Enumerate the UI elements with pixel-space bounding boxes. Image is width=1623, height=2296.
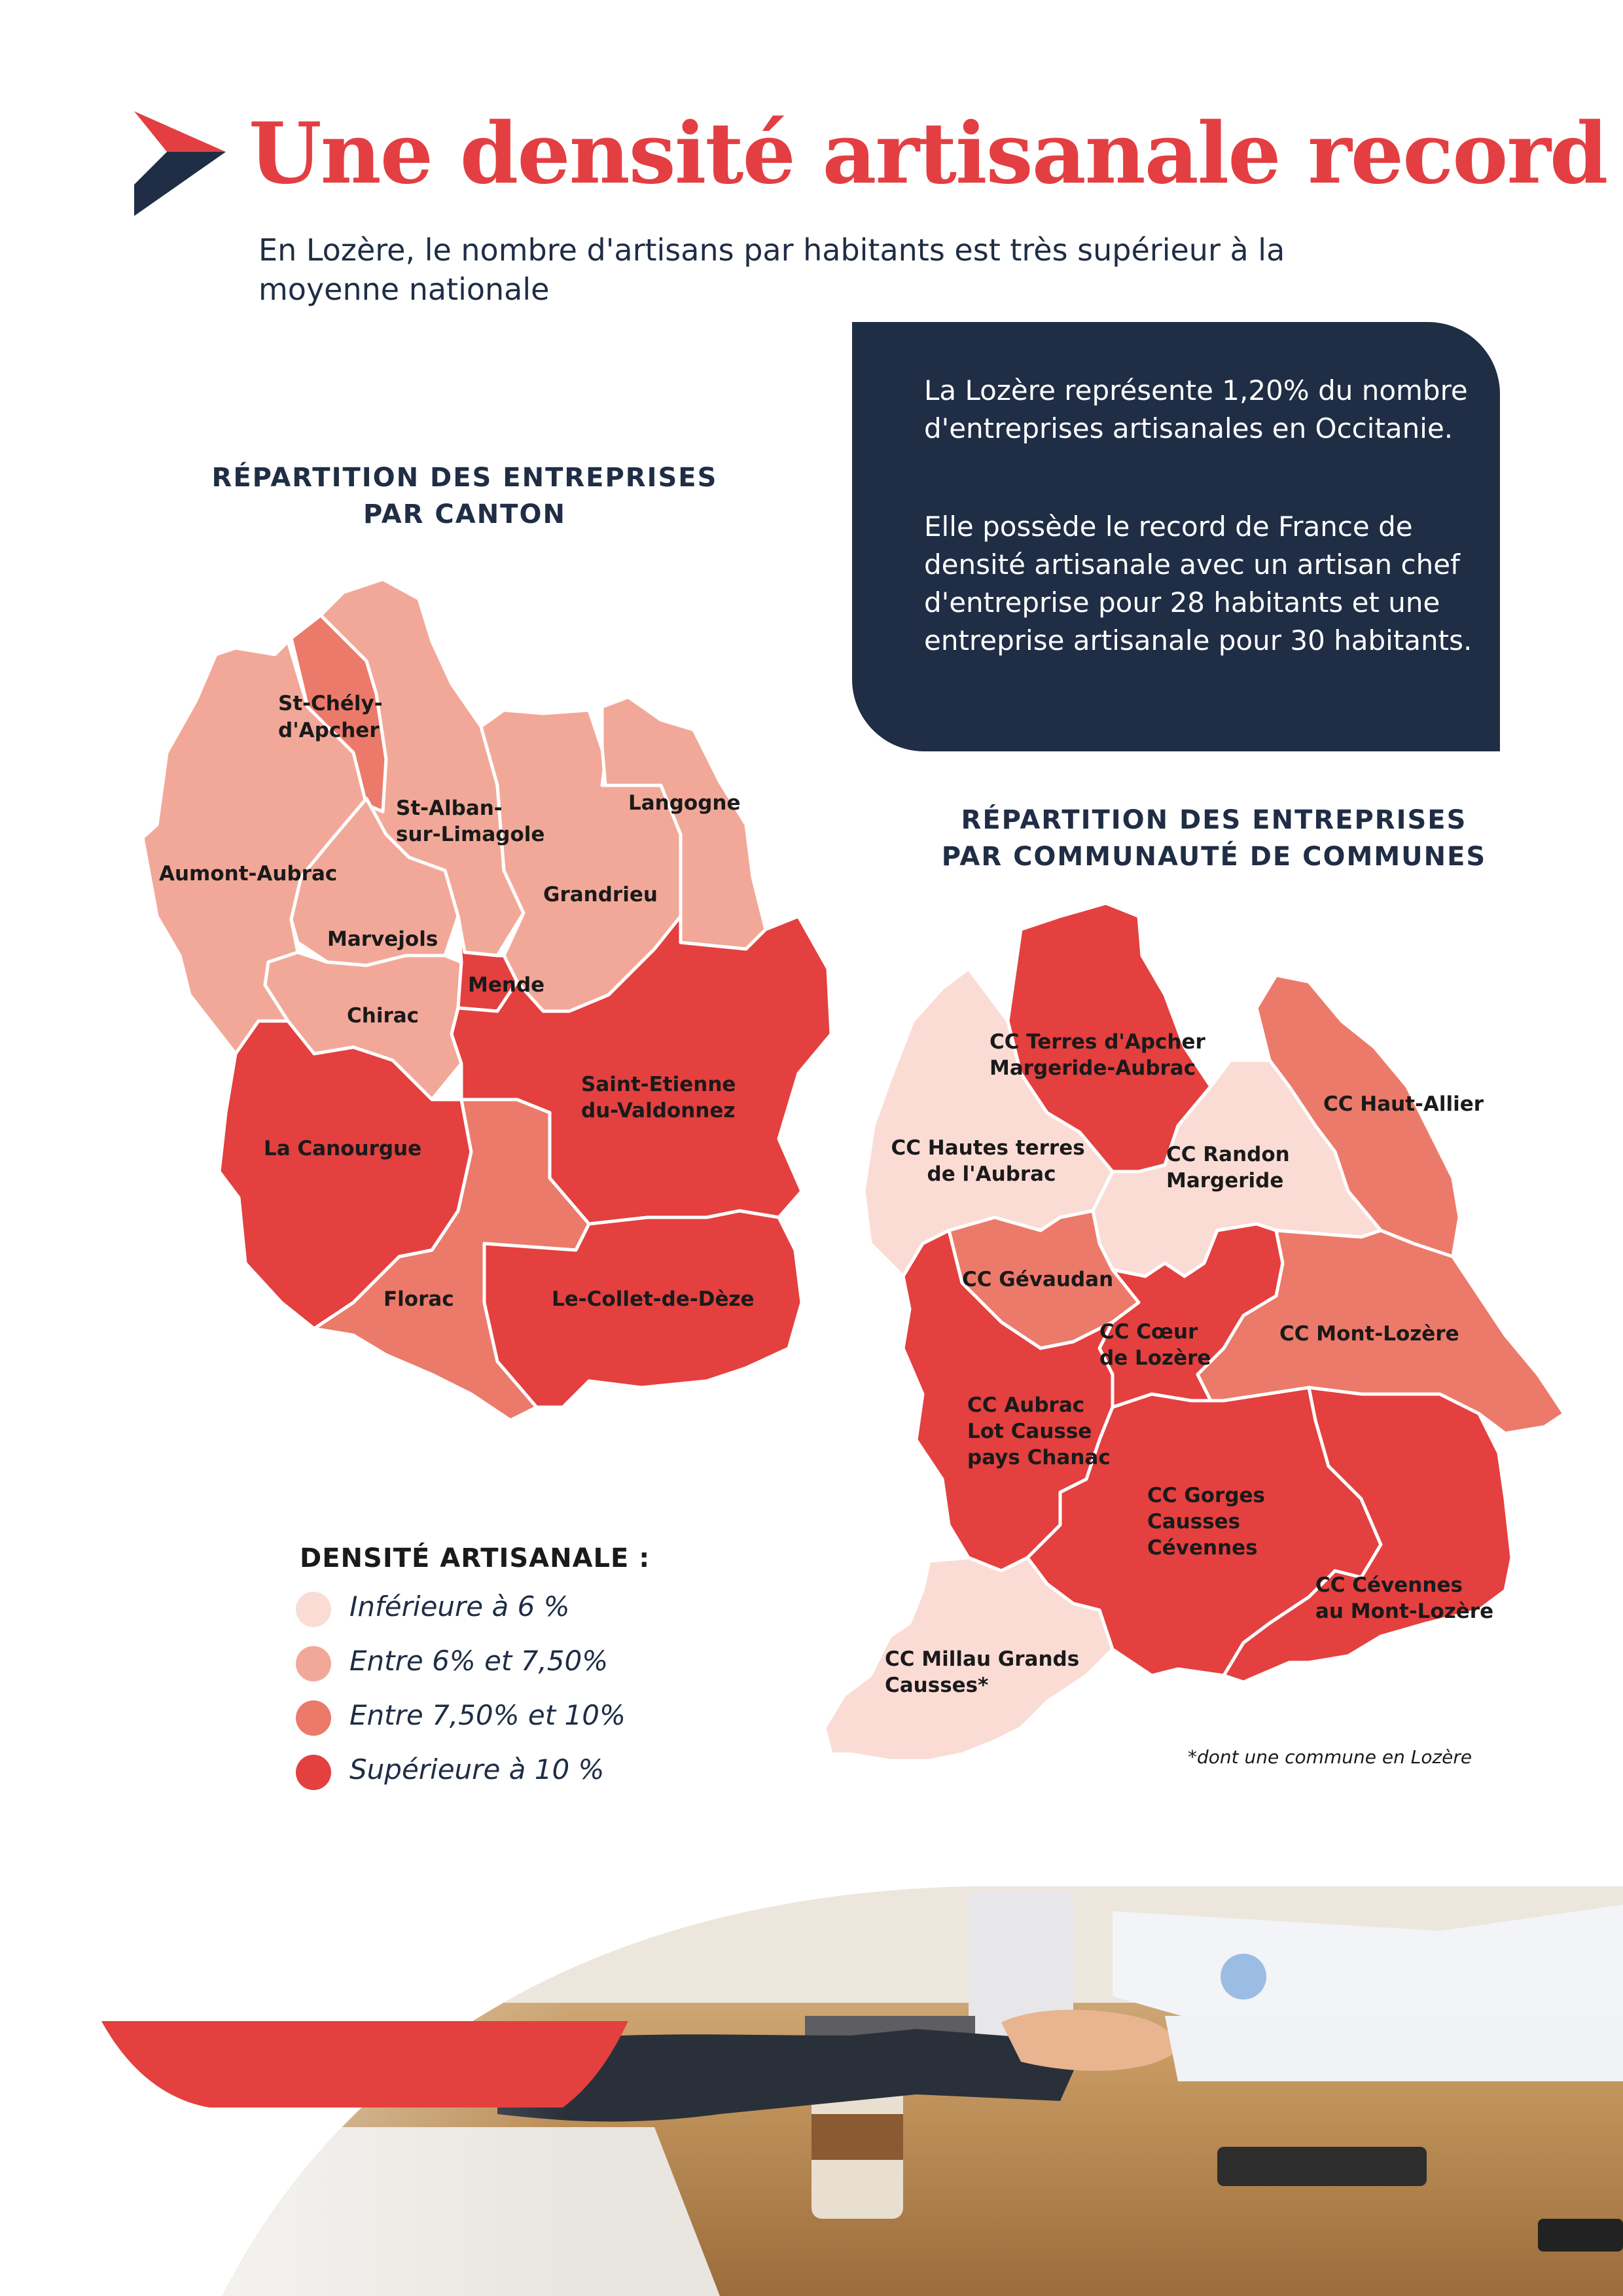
canton-map-title-line1: RÉPARTITION DES ENTREPRISES: [211, 463, 718, 493]
canton-label-chirac: Chirac: [347, 1004, 419, 1028]
handshake-photo: [101, 1886, 1623, 2296]
cc-label-millau-line2: Causses*: [885, 1674, 988, 1697]
canton-langogne: [600, 695, 768, 951]
cc-label-coeur-lozere-line1: CC Cœur: [1099, 1320, 1198, 1344]
cc-map-title-line1: RÉPARTITION DES ENTREPRISES: [961, 805, 1467, 835]
cc-map-title-line2: PAR COMMUNAUTÉ DE COMMUNES: [941, 842, 1487, 872]
cc-label-coeur-lozere: CC Cœur de Lozère: [1099, 1320, 1211, 1370]
canton-label-st-chely: St-Chély- d'Apcher: [278, 692, 389, 742]
info-paragraph-2: Elle possède le record de France de dens…: [924, 511, 1472, 656]
canton-label-langogne: Langogne: [628, 791, 741, 815]
cc-label-aubrac-lot-line3: pays Chanac: [967, 1446, 1111, 1469]
cc-label-terres-apcher: CC Terres d'Apcher Margeride-Aubrac: [990, 1030, 1213, 1080]
cc-label-terres-apcher-line2: Margeride-Aubrac: [990, 1056, 1196, 1080]
canton-label-saint-etienne-line2: du-Valdonnez: [581, 1099, 735, 1122]
legend-swatch-6-75: [296, 1646, 331, 1681]
canton-label-st-chely-line2: d'Apcher: [278, 719, 380, 742]
legend-swatch-gt10: [296, 1755, 331, 1790]
cc-cevennes-mont-lozere: [1222, 1386, 1514, 1684]
cc-label-gorges-line2: Causses: [1147, 1510, 1240, 1534]
cc-label-cevennes-line1: CC Cévennes: [1315, 1573, 1463, 1597]
cc-label-terres-apcher-line1: CC Terres d'Apcher: [990, 1030, 1206, 1054]
canton-florac: [312, 1098, 591, 1422]
canton-label-st-alban-line2: sur-Limagole: [396, 823, 544, 846]
legend-label-75-10: Entre 7,50% et 10%: [349, 1699, 626, 1731]
legend-item-75-10: Entre 7,50% et 10%: [296, 1696, 754, 1736]
brand-chevron-logo-icon: [134, 111, 226, 216]
cc-map-title: RÉPARTITION DES ENTREPRISES PAR COMMUNAU…: [903, 802, 1525, 875]
canton-label-grandrieu: Grandrieu: [543, 883, 658, 906]
cc-label-randon-line2: Margeride: [1166, 1169, 1283, 1193]
cc-label-mont-lozere: CC Mont-Lozère: [1279, 1322, 1459, 1346]
canton-map-title: RÉPARTITION DES ENTREPRISES PAR CANTON: [196, 459, 733, 533]
cc-label-randon: CC Randon Margeride: [1166, 1143, 1297, 1193]
cc-label-gorges-line1: CC Gorges: [1147, 1484, 1265, 1507]
legend-title: DENSITÉ ARTISANALE :: [300, 1543, 651, 1573]
cc-label-hautes-terres-line1: CC Hautes terres: [891, 1136, 1084, 1160]
canton-label-saint-etienne-line1: Saint-Etienne: [581, 1073, 736, 1096]
cc-label-millau-line1: CC Millau Grands: [885, 1647, 1079, 1671]
page-title: Une densité artisanale record !: [249, 105, 1623, 203]
cc-label-gorges: CC Gorges Causses Cévennes: [1147, 1484, 1272, 1560]
legend-swatch-lt6: [296, 1592, 331, 1627]
legend-item-lt6: Inférieure à 6 %: [296, 1588, 754, 1627]
info-box: La Lozère représente 1,20% du nombre d'e…: [852, 322, 1500, 751]
page-subtitle: En Lozère, le nombre d'artisans par habi…: [259, 232, 1285, 307]
legend-label-6-75: Entre 6% et 7,50%: [349, 1645, 609, 1677]
info-paragraph-1: La Lozère représente 1,20% du nombre d'e…: [924, 374, 1468, 444]
cc-label-cevennes-line2: au Mont-Lozère: [1315, 1600, 1493, 1623]
cc-label-randon-line1: CC Randon: [1166, 1143, 1290, 1166]
legend-label-lt6: Inférieure à 6 %: [349, 1590, 570, 1623]
canton-label-le-collet: Le-Collet-de-Dèze: [552, 1287, 755, 1311]
legend-label-gt10: Supérieure à 10 %: [349, 1753, 605, 1785]
footnote: *dont une commune en Lozère: [1188, 1746, 1472, 1768]
cc-label-cevennes: CC Cévennes au Mont-Lozère: [1315, 1573, 1493, 1623]
cc-label-gorges-line3: Cévennes: [1147, 1536, 1258, 1560]
canton-label-marvejols: Marvejols: [327, 927, 438, 951]
canton-le-collet: [482, 1209, 804, 1409]
cc-label-coeur-lozere-line2: de Lozère: [1099, 1346, 1211, 1370]
cc-millau: [823, 1556, 1115, 1763]
cc-label-millau: CC Millau Grands Causses*: [885, 1647, 1086, 1697]
cc-label-aubrac-lot-line2: Lot Causse: [967, 1420, 1092, 1443]
canton-label-florac: Florac: [383, 1287, 454, 1311]
canton-label-saint-etienne: Saint-Etienne du-Valdonnez: [581, 1073, 743, 1122]
cc-label-aubrac-lot-line1: CC Aubrac: [967, 1393, 1084, 1417]
canton-label-st-alban: St-Alban- sur-Limagole: [396, 797, 544, 846]
maps-canvas: St-Chély- d'Apcher St-Alban- sur-Limagol…: [143, 579, 1564, 1763]
canton-label-la-canourgue: La Canourgue: [264, 1137, 421, 1160]
cc-label-hautes-terres: CC Hautes terres de l'Aubrac: [891, 1136, 1092, 1186]
canton-label-aumont-aubrac: Aumont-Aubrac: [159, 862, 337, 886]
legend-item-6-75: Entre 6% et 7,50%: [296, 1642, 754, 1681]
cc-label-haut-allier: CC Haut-Allier: [1323, 1092, 1484, 1116]
canton-map-title-line2: PAR CANTON: [363, 499, 566, 529]
canton-label-st-alban-line1: St-Alban-: [396, 797, 503, 820]
legend-item-gt10: Supérieure à 10 %: [296, 1751, 754, 1790]
canton-label-st-chely-line1: St-Chély-: [278, 692, 383, 715]
cc-label-hautes-terres-line2: de l'Aubrac: [927, 1162, 1056, 1186]
canton-label-mende: Mende: [468, 973, 544, 997]
legend-swatch-75-10: [296, 1700, 331, 1736]
cc-label-gevaudan: CC Gévaudan: [962, 1268, 1113, 1291]
cc-label-aubrac-lot: CC Aubrac Lot Causse pays Chanac: [967, 1393, 1111, 1469]
